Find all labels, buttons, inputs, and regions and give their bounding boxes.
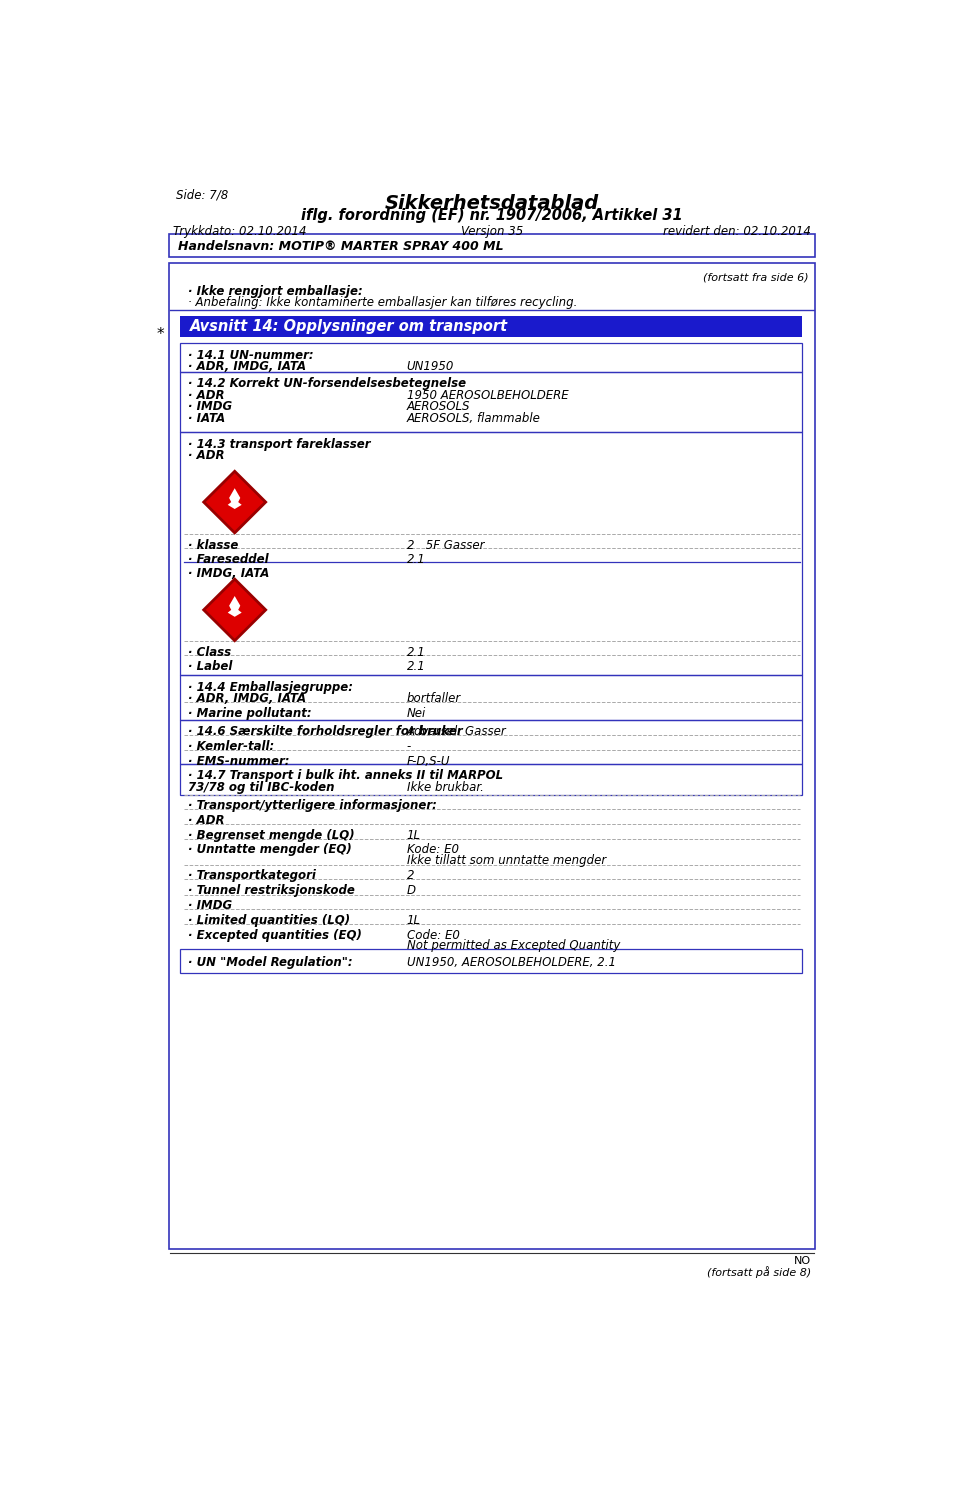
Text: Handelsnavn: MOTIP® MARTER SPRAY 400 ML: Handelsnavn: MOTIP® MARTER SPRAY 400 ML — [179, 240, 504, 253]
Text: *: * — [156, 326, 164, 341]
Text: · Unntatte mengder (EQ): · Unntatte mengder (EQ) — [188, 843, 352, 856]
Text: Advarsel: Gasser: Advarsel: Gasser — [407, 725, 507, 739]
Text: UN1950, AEROSOLBEHOLDERE, 2.1: UN1950, AEROSOLBEHOLDERE, 2.1 — [407, 956, 615, 969]
Text: Avsnitt 14: Opplysninger om transport: Avsnitt 14: Opplysninger om transport — [190, 319, 508, 334]
Text: F-D,S-U: F-D,S-U — [407, 755, 450, 768]
Text: Not permitted as Excepted Quantity: Not permitted as Excepted Quantity — [407, 940, 620, 953]
FancyBboxPatch shape — [180, 316, 802, 337]
Text: NO: NO — [794, 1255, 811, 1266]
Text: Ikke brukbar.: Ikke brukbar. — [407, 780, 484, 794]
Text: revidert den: 02.10.2014: revidert den: 02.10.2014 — [663, 225, 811, 238]
Text: Sikkerhetsdatablad: Sikkerhetsdatablad — [385, 194, 599, 213]
Text: 73/78 og til IBC-koden: 73/78 og til IBC-koden — [188, 780, 335, 794]
Text: · IMDG: · IMDG — [188, 401, 232, 414]
Text: · ADR, IMDG, IATA: · ADR, IMDG, IATA — [188, 360, 306, 372]
Text: · UN "Model Regulation":: · UN "Model Regulation": — [188, 956, 353, 969]
Text: · 14.4 Emballasjegruppe:: · 14.4 Emballasjegruppe: — [188, 680, 353, 694]
Text: · Fareseddel: · Fareseddel — [188, 552, 269, 566]
Text: Kode: E0: Kode: E0 — [407, 843, 459, 856]
Text: -: - — [407, 740, 411, 753]
Text: · 14.2 Korrekt UN-forsendelsesbetegnelse: · 14.2 Korrekt UN-forsendelsesbetegnelse — [188, 377, 467, 390]
Text: AEROSOLS, flammable: AEROSOLS, flammable — [407, 412, 540, 424]
Text: D: D — [407, 884, 416, 896]
Text: Nei: Nei — [407, 707, 426, 719]
Text: · Limited quantities (LQ): · Limited quantities (LQ) — [188, 914, 350, 928]
Text: · ADR: · ADR — [188, 450, 225, 462]
Polygon shape — [228, 488, 242, 509]
Text: · ADR: · ADR — [188, 389, 225, 402]
Text: 1950 AEROSOLBEHOLDERE: 1950 AEROSOLBEHOLDERE — [407, 389, 568, 402]
Text: · klasse: · klasse — [188, 539, 239, 552]
Text: · Ikke rengjort emballasje:: · Ikke rengjort emballasje: — [188, 284, 363, 298]
Polygon shape — [204, 472, 266, 533]
Text: · Kemler-tall:: · Kemler-tall: — [188, 740, 275, 753]
Text: · 14.6 Særskilte forholdsregler for bruker: · 14.6 Særskilte forholdsregler for bruk… — [188, 725, 463, 739]
Text: bortfaller: bortfaller — [407, 691, 461, 704]
Text: Versjon 35: Versjon 35 — [461, 225, 523, 238]
Text: 1L: 1L — [407, 828, 420, 841]
Text: (fortsatt fra side 6): (fortsatt fra side 6) — [703, 272, 808, 283]
Text: iflg. forordning (EF) nr. 1907/2006, Artikkel 31: iflg. forordning (EF) nr. 1907/2006, Art… — [301, 208, 683, 223]
Text: · Label: · Label — [188, 660, 232, 673]
Text: · ADR: · ADR — [188, 814, 225, 826]
Text: Code: E0: Code: E0 — [407, 929, 460, 941]
Text: · Tunnel restriksjonskode: · Tunnel restriksjonskode — [188, 884, 355, 896]
Text: 2.1: 2.1 — [407, 552, 425, 566]
Text: UN1950: UN1950 — [407, 360, 454, 372]
Text: · 14.1 UN-nummer:: · 14.1 UN-nummer: — [188, 348, 314, 362]
Text: · Excepted quantities (EQ): · Excepted quantities (EQ) — [188, 929, 362, 941]
Polygon shape — [204, 579, 266, 640]
Text: 2.1: 2.1 — [407, 646, 425, 660]
Text: · IMDG: · IMDG — [188, 899, 232, 913]
Text: · 14.3 transport fareklasser: · 14.3 transport fareklasser — [188, 438, 371, 451]
Polygon shape — [228, 596, 242, 616]
Text: · 14.7 Transport i bulk iht. anneks II til MARPOL: · 14.7 Transport i bulk iht. anneks II t… — [188, 770, 503, 782]
Text: · IMDG, IATA: · IMDG, IATA — [188, 567, 270, 579]
Text: 2   5F Gasser: 2 5F Gasser — [407, 539, 484, 552]
Text: · Anbefaling: Ikke kontaminerte emballasjer kan tilføres recycling.: · Anbefaling: Ikke kontaminerte emballas… — [188, 296, 578, 310]
Text: · Transportkategori: · Transportkategori — [188, 870, 316, 883]
Text: 2.1: 2.1 — [407, 660, 425, 673]
Text: · Transport/ytterligere informasjoner:: · Transport/ytterligere informasjoner: — [188, 800, 437, 813]
Text: 1L: 1L — [407, 914, 420, 928]
Text: Ikke tillatt som unntatte mengder: Ikke tillatt som unntatte mengder — [407, 855, 606, 867]
Text: · EMS-nummer:: · EMS-nummer: — [188, 755, 290, 768]
Text: (fortsatt på side 8): (fortsatt på side 8) — [708, 1266, 811, 1278]
Text: 2: 2 — [407, 870, 415, 883]
Text: · Marine pollutant:: · Marine pollutant: — [188, 707, 312, 719]
Text: · IATA: · IATA — [188, 412, 226, 424]
Text: Trykkdato: 02.10.2014: Trykkdato: 02.10.2014 — [173, 225, 306, 238]
Text: AEROSOLS: AEROSOLS — [407, 401, 470, 414]
Text: · ADR, IMDG, IATA: · ADR, IMDG, IATA — [188, 691, 306, 704]
Text: Side: 7/8: Side: 7/8 — [176, 189, 228, 201]
Text: · Class: · Class — [188, 646, 231, 660]
Text: · Begrenset mengde (LQ): · Begrenset mengde (LQ) — [188, 828, 355, 841]
